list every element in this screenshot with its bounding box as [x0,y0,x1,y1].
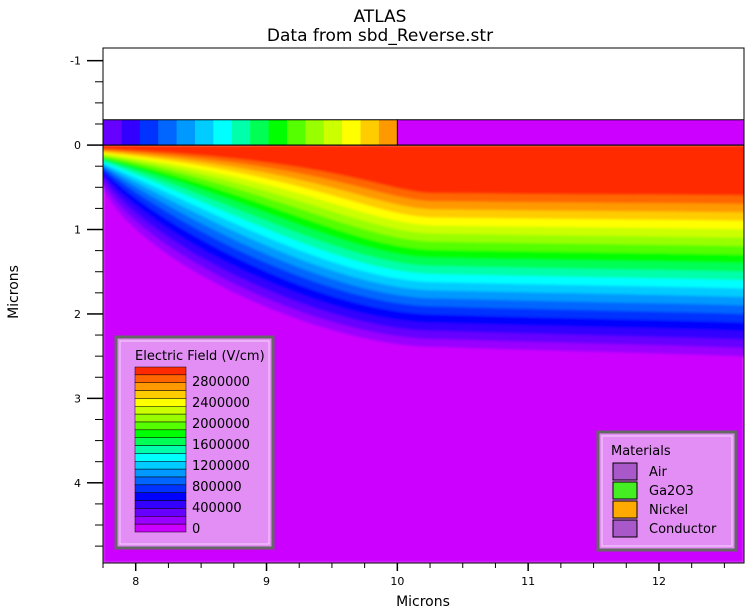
x-axis: 8 9 10 11 12 [102,562,744,588]
material-swatch [612,462,638,481]
colorbar-swatch [134,374,187,383]
field-legend-title: Electric Field (V/cm) [135,349,265,364]
colorbar-swatch [134,413,187,423]
strip-band [323,119,343,146]
colorbar-swatch [134,523,187,533]
material-label: Ga2O3 [649,484,694,499]
y-tick-label: -1 [70,55,81,68]
x-tick-label: 8 [132,575,139,588]
strip-band [139,119,159,146]
chart-title: ATLAS [354,7,407,27]
watermark: CSDN @fengxiaoxiaoxi_ [565,583,744,602]
field-legend-label: 1600000 [192,438,250,453]
colorbar-swatch [134,508,187,517]
y-tick-label: 3 [74,392,81,405]
field-contour-band [103,145,744,196]
colorbar-swatch [134,500,187,509]
field-legend-label: 2000000 [192,417,250,432]
plot-area [103,48,744,563]
nickel-electrode [396,119,744,146]
strip-band [305,119,325,146]
x-tick-label: 9 [263,575,270,588]
x-tick-label: 12 [652,575,666,588]
colorbar-swatch [134,461,187,470]
strip-band [121,119,141,146]
colorbar-swatch [134,453,187,462]
strip-band [213,119,233,146]
strip-band [194,119,214,146]
x-tick-label: 11 [521,575,535,588]
y-tick-label: 1 [74,224,81,237]
y-axis: -1 0 1 2 3 4 [70,55,103,547]
colorbar-swatch [134,398,187,407]
colorbar-swatch [134,476,187,486]
field-legend-label: 2800000 [192,375,250,390]
electric-field-contours [103,145,744,563]
material-swatch [612,519,638,538]
material-swatch [612,500,638,519]
material-label: Air [649,465,668,480]
colorbar-swatch [134,406,187,415]
field-legend-label: 2400000 [192,396,250,411]
field-legend-label: 800000 [192,480,242,495]
strip-band [103,119,122,146]
strip-band [158,119,178,146]
materials-legend: Materials Air Ga2O3 Nickel Conductor [596,430,738,552]
x-axis-label: Microns [396,594,450,610]
y-tick-label: 4 [74,477,81,490]
x-tick-label: 10 [390,575,404,588]
materials-legend-title: Materials [611,444,671,459]
material-label: Nickel [649,503,688,518]
colorbar-swatch [134,421,187,431]
chart-subtitle: Data from sbd_Reverse.str [267,26,493,46]
colorbar-swatch [134,366,187,376]
colorbar-swatch [134,429,187,438]
field-legend: Electric Field (V/cm) 2800000 2400000 2000… [114,335,275,550]
strip-band [250,119,270,146]
field-colorbar [134,366,187,533]
colorbar-swatch [134,445,187,454]
field-legend-label: 1200000 [192,459,250,474]
material-swatch [612,481,638,500]
strip-band [342,119,362,146]
strip-band [378,119,398,146]
colorbar-swatch [134,382,187,391]
nickel-strip-field [103,119,398,146]
colorbar-swatch [134,468,187,478]
y-axis-label: Microns [6,265,22,319]
field-legend-labels: 2800000 2400000 2000000 1600000 1200000 80000… [192,375,250,537]
field-legend-label: 400000 [192,501,242,516]
colorbar-swatch [134,484,187,493]
strip-band [268,119,288,146]
colorbar-swatch [134,492,187,501]
strip-band [231,119,251,146]
field-legend-label: 0 [192,522,200,537]
strip-band [360,119,380,146]
colorbar-swatch [134,390,187,399]
colorbar-swatch [134,437,187,446]
y-tick-label: 2 [74,308,81,321]
material-label: Conductor [649,522,717,537]
colorbar-swatch [134,516,187,525]
strip-band [286,119,306,146]
strip-band [176,119,196,146]
y-tick-label: 0 [74,139,81,152]
